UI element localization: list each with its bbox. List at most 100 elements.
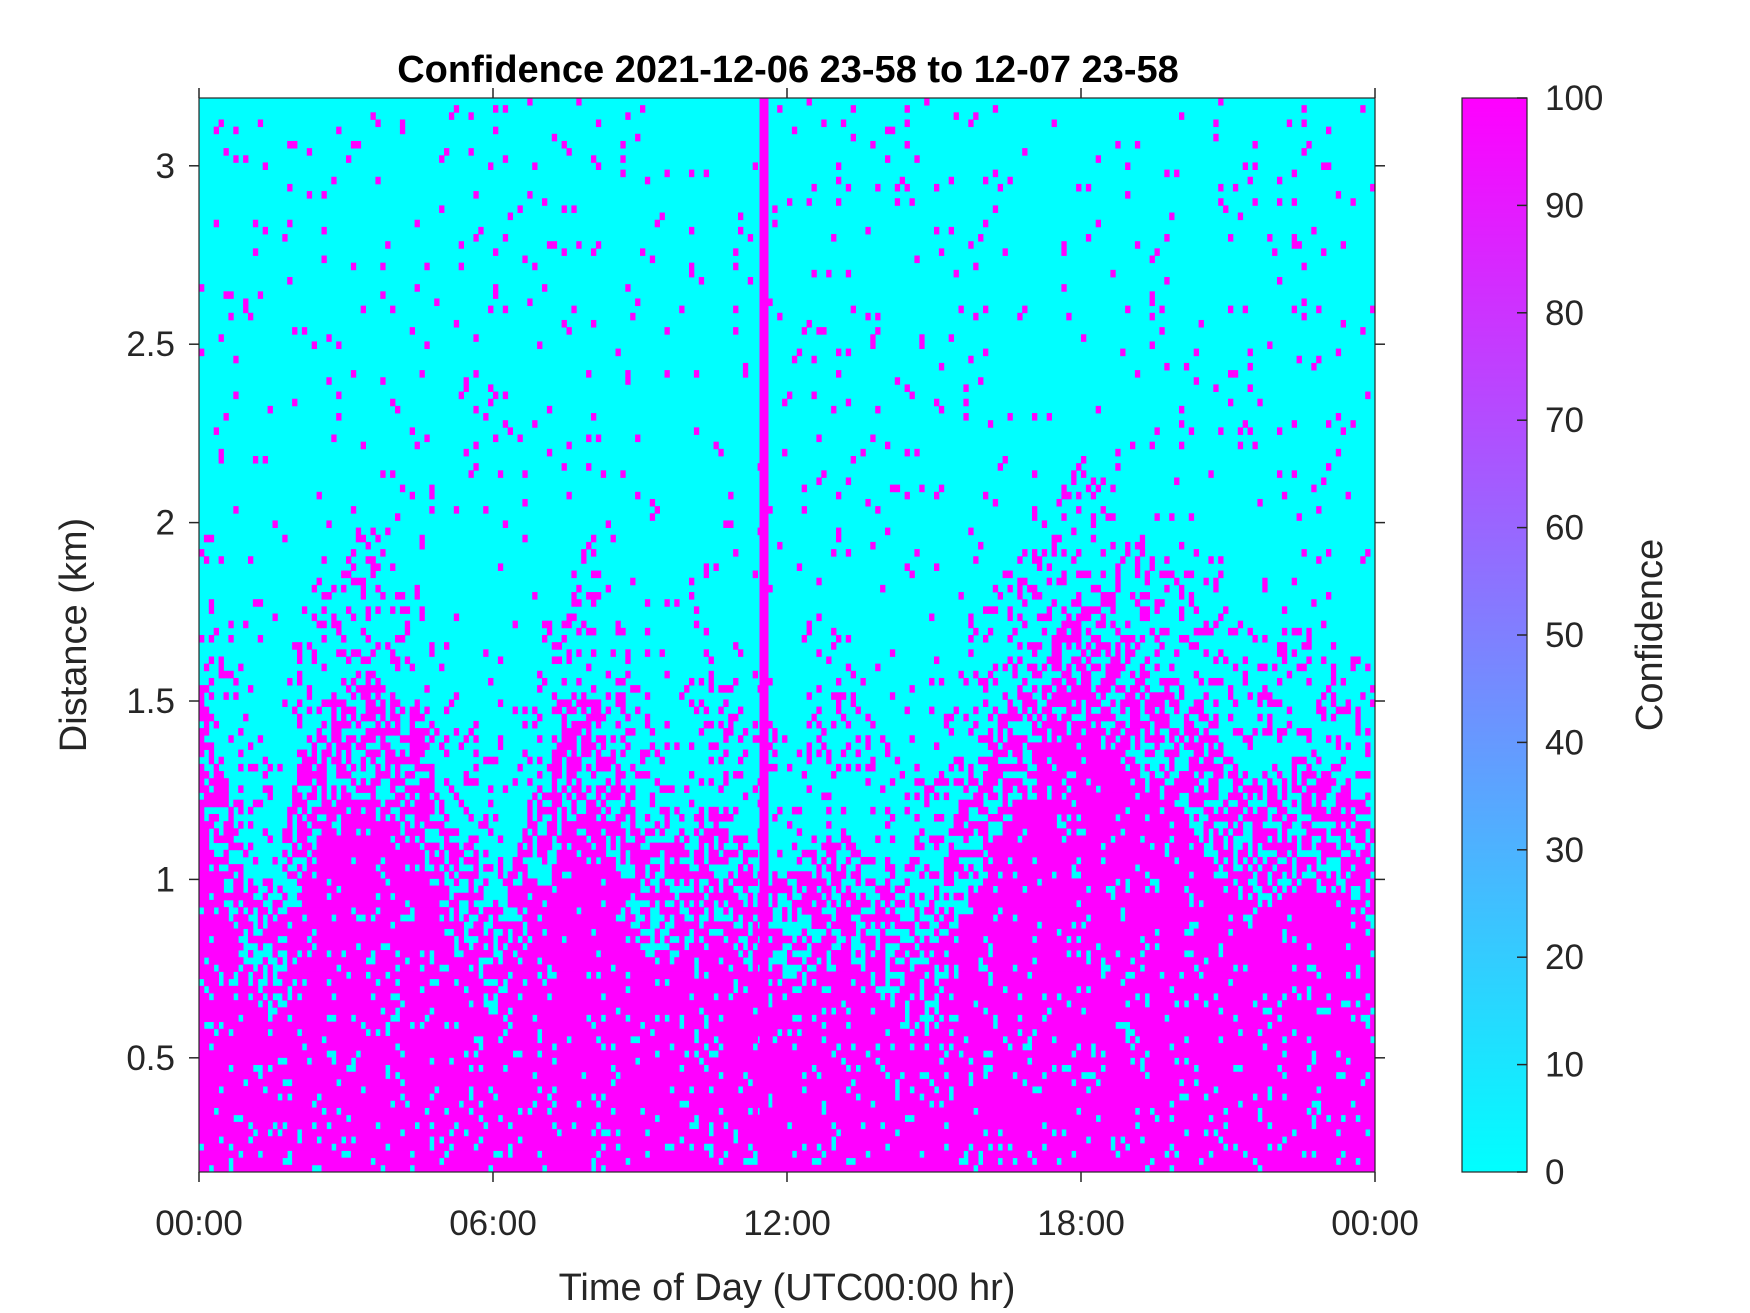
heatmap-cell (473, 720, 479, 729)
heatmap-cell (419, 1093, 425, 1101)
heatmap-cell (434, 1071, 440, 1080)
heatmap-cell (546, 885, 553, 894)
heatmap-cell (586, 1100, 592, 1108)
heatmap-cell (625, 1028, 631, 1037)
heatmap-cell (473, 1164, 479, 1173)
heatmap-cell (448, 964, 455, 972)
heatmap-cell (395, 885, 401, 894)
heatmap-cell (301, 885, 308, 894)
heatmap-cell (522, 1129, 528, 1137)
heatmap-cell (674, 899, 680, 908)
heatmap-cell (551, 821, 558, 829)
heatmap-cell (346, 814, 352, 822)
heatmap-cell (669, 1014, 675, 1023)
heatmap-cell (556, 1107, 562, 1116)
heatmap-cell (208, 534, 215, 543)
heatmap-cell (350, 950, 357, 958)
heatmap-cell (297, 1121, 303, 1130)
heatmap-cell (595, 785, 602, 793)
heatmap-cell (463, 771, 469, 779)
heatmap-cell (595, 1114, 602, 1123)
heatmap-cell (512, 1021, 518, 1030)
heatmap-cell (502, 1043, 509, 1051)
heatmap-cell (267, 921, 273, 929)
heatmap-cell (321, 556, 327, 564)
heatmap-cell (360, 878, 366, 886)
heatmap-cell (267, 885, 273, 894)
heatmap-cell (429, 1114, 435, 1123)
heatmap-cell (512, 1121, 518, 1130)
heatmap-cell (419, 1007, 425, 1015)
heatmap-cell (522, 1143, 528, 1151)
heatmap-cell (306, 1114, 313, 1123)
heatmap-cell (326, 971, 332, 980)
heatmap-cell (208, 1000, 215, 1008)
heatmap-cell (483, 864, 489, 872)
heatmap-cell (399, 978, 406, 987)
heatmap-cell (414, 1014, 420, 1023)
heatmap-cell (419, 1143, 425, 1151)
heatmap-cell (615, 1000, 621, 1008)
heatmap-cell (635, 950, 641, 958)
heatmap-cell (228, 971, 234, 980)
heatmap-cell (488, 993, 494, 1001)
heatmap-cell (223, 413, 229, 421)
heatmap-cell (223, 148, 229, 156)
heatmap-cell (419, 742, 425, 750)
heatmap-cell (556, 1121, 562, 1130)
heatmap-cell (341, 821, 347, 829)
heatmap-cell (243, 155, 249, 163)
heatmap-cell (390, 728, 396, 736)
heatmap-cell (551, 763, 558, 772)
heatmap-cell (336, 907, 342, 915)
heatmap-cell (429, 1100, 435, 1108)
heatmap-cell (566, 935, 572, 944)
heatmap-cell (679, 1071, 685, 1080)
heatmap-cell (532, 928, 538, 937)
heatmap-cell (199, 928, 205, 937)
heatmap-cell (375, 878, 381, 886)
heatmap-cell (346, 821, 352, 829)
heatmap-cell (311, 1078, 317, 1087)
heatmap-cell (297, 649, 303, 657)
heatmap-cell (669, 1000, 675, 1008)
heatmap-cell (444, 706, 450, 715)
heatmap-cell (595, 1093, 602, 1101)
heatmap-cell (297, 1043, 303, 1051)
heatmap-cell (355, 1007, 362, 1015)
heatmap-cell (581, 1164, 587, 1173)
heatmap-cell (571, 921, 577, 929)
heatmap-cell (243, 1136, 249, 1144)
heatmap-cell (640, 1157, 646, 1166)
heatmap-cell (346, 835, 352, 844)
heatmap-cell (507, 1086, 513, 1094)
heatmap-cell (522, 1071, 528, 1080)
heatmap-cell (542, 985, 548, 994)
heatmap-cell (654, 964, 660, 972)
heatmap-cell (199, 957, 205, 965)
heatmap-cell (223, 942, 229, 951)
heatmap-cell (502, 1157, 509, 1166)
heatmap-cell (248, 1014, 254, 1023)
heatmap-cell (522, 878, 528, 886)
heatmap-cell (444, 1007, 450, 1015)
heatmap-cell (581, 971, 587, 980)
heatmap-cell (218, 1100, 224, 1108)
heatmap-cell (380, 921, 386, 929)
heatmap-cell (390, 914, 396, 922)
heatmap-cell (243, 1164, 249, 1173)
heatmap-cell (576, 1007, 582, 1015)
heatmap-cell (537, 713, 543, 722)
heatmap-cell (208, 871, 215, 879)
heatmap-cell (434, 935, 440, 944)
heatmap-cell (659, 1143, 665, 1151)
heatmap-cell (517, 921, 523, 929)
heatmap-cell (199, 1129, 205, 1137)
heatmap-cell (591, 950, 597, 958)
heatmap-cell (365, 613, 371, 622)
heatmap-cell (341, 942, 347, 951)
heatmap-cell (238, 921, 244, 929)
heatmap-cell (336, 1043, 342, 1051)
heatmap-cell (419, 613, 425, 622)
heatmap-cell (468, 842, 474, 851)
